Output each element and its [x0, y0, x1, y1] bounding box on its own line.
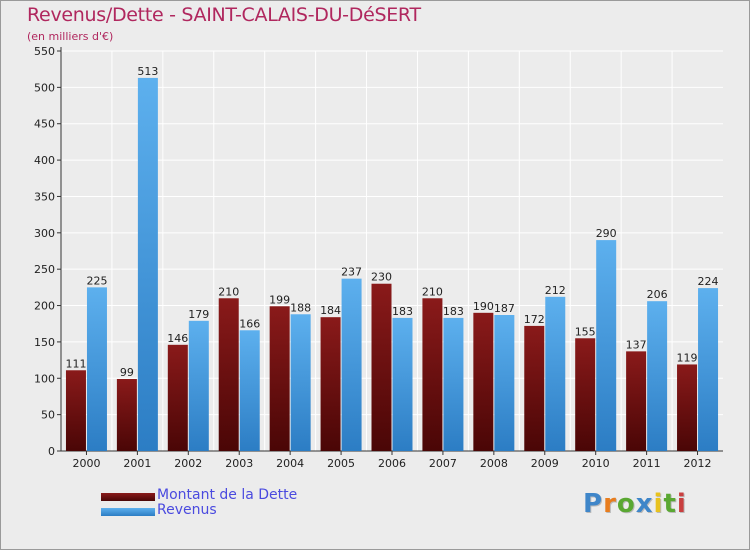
bar-dette-2005 — [320, 317, 341, 451]
value-label-revenus-2009: 212 — [545, 284, 566, 297]
x-tick-label-2003: 2003 — [225, 457, 253, 470]
chart-subtitle: (en milliers d'€) — [27, 30, 114, 43]
y-tick-label: 450 — [34, 118, 55, 131]
legend-swatch-revenus — [101, 508, 155, 516]
logo-letter: x — [635, 489, 654, 519]
logo-letter: i — [676, 489, 687, 519]
y-tick-label: 100 — [34, 372, 55, 385]
bar-dette-2003 — [218, 298, 239, 451]
value-label-dette-2002: 146 — [167, 332, 188, 345]
bar-dette-2000 — [65, 370, 86, 451]
value-label-dette-2012: 119 — [677, 351, 698, 364]
x-tick-label-2010: 2010 — [582, 457, 610, 470]
bar-revenus-2003 — [239, 330, 260, 451]
bar-revenus-2012 — [698, 288, 719, 451]
value-label-revenus-2001: 513 — [137, 65, 158, 78]
y-tick-label: 550 — [34, 45, 55, 58]
bar-revenus-2009 — [545, 296, 566, 451]
legend-label-dette: Montant de la Dette — [157, 487, 298, 503]
bar-revenus-2007 — [443, 317, 464, 451]
bar-dette-2004 — [269, 306, 290, 451]
y-tick-label: 250 — [34, 263, 55, 276]
x-tick-label-2001: 2001 — [123, 457, 151, 470]
value-label-dette-2003: 210 — [218, 285, 239, 298]
bar-dette-2006 — [371, 283, 392, 451]
value-label-dette-2006: 230 — [371, 271, 392, 284]
x-tick-label-2007: 2007 — [429, 457, 457, 470]
value-label-revenus-2012: 224 — [698, 275, 719, 288]
legend-label-revenus: Revenus — [157, 502, 217, 518]
value-label-revenus-2004: 188 — [290, 301, 311, 314]
grid-lines — [61, 50, 723, 451]
value-label-dette-2008: 190 — [473, 300, 494, 313]
y-tick-label: 400 — [34, 154, 55, 167]
logo-letter: i — [653, 489, 664, 519]
value-label-dette-2007: 210 — [422, 285, 443, 298]
legend-swatch-dette — [101, 493, 155, 501]
value-label-revenus-2006: 183 — [392, 305, 413, 318]
value-label-dette-2011: 137 — [626, 338, 647, 351]
x-tick-label-2006: 2006 — [378, 457, 406, 470]
y-tick-label: 300 — [34, 227, 55, 240]
bar-revenus-2001 — [137, 77, 158, 451]
bar-revenus-2006 — [392, 317, 413, 451]
value-label-dette-2001: 99 — [120, 366, 134, 379]
bar-dette-2011 — [626, 351, 647, 451]
proxiti-logo: Proxiti — [583, 489, 687, 519]
bar-revenus-2008 — [494, 315, 515, 451]
x-tick-label-2004: 2004 — [276, 457, 304, 470]
bar-dette-2008 — [473, 312, 494, 451]
value-label-revenus-2002: 179 — [188, 308, 209, 321]
value-label-revenus-2007: 183 — [443, 305, 464, 318]
logo-letter: r — [603, 489, 617, 519]
bar-revenus-2010 — [596, 240, 617, 451]
y-tick-label: 200 — [34, 300, 55, 313]
x-tick-label-2012: 2012 — [684, 457, 712, 470]
y-tick-label: 50 — [41, 409, 55, 422]
x-tick-label-2008: 2008 — [480, 457, 508, 470]
x-tick-label-2005: 2005 — [327, 457, 355, 470]
y-tick-label: 350 — [34, 190, 55, 203]
bar-dette-2007 — [422, 298, 443, 451]
y-tick-label: 150 — [34, 336, 55, 349]
bar-revenus-2000 — [86, 287, 107, 451]
y-tick-label: 0 — [48, 445, 55, 458]
logo-letter: t — [663, 489, 677, 519]
chart-title: Revenus/Dette - SAINT-CALAIS-DU-DéSERT — [27, 4, 421, 26]
value-label-dette-2010: 155 — [575, 325, 596, 338]
bar-revenus-2005 — [341, 278, 362, 451]
y-tick-label: 500 — [34, 81, 55, 94]
value-label-revenus-2005: 237 — [341, 266, 362, 279]
logo-letter: o — [616, 489, 636, 519]
value-label-dette-2000: 111 — [65, 357, 86, 370]
bar-revenus-2004 — [290, 314, 311, 451]
bar-dette-2001 — [116, 379, 137, 451]
x-tick-label-2011: 2011 — [633, 457, 661, 470]
value-label-revenus-2008: 187 — [494, 302, 515, 315]
bar-dette-2012 — [677, 364, 698, 451]
x-tick-label-2009: 2009 — [531, 457, 559, 470]
x-tick-label-2002: 2002 — [174, 457, 202, 470]
value-label-dette-2005: 184 — [320, 304, 341, 317]
tick-labels: 0 50 100 150 200 250 300 350 400 450 500 550 2000 200… — [34, 45, 712, 470]
x-tick-label-2000: 2000 — [72, 457, 100, 470]
value-label-revenus-2003: 166 — [239, 317, 260, 330]
bar-dette-2009 — [524, 325, 545, 451]
bar-dette-2010 — [575, 338, 596, 451]
bar-revenus-2002 — [188, 320, 209, 451]
value-label-revenus-2011: 206 — [647, 288, 668, 301]
value-label-dette-2009: 172 — [524, 313, 545, 326]
value-label-dette-2004: 199 — [269, 293, 290, 306]
value-label-revenus-2000: 225 — [86, 274, 107, 287]
bars — [65, 77, 719, 451]
value-label-revenus-2010: 290 — [596, 227, 617, 240]
logo-letter: P — [583, 489, 604, 519]
bar-revenus-2011 — [647, 301, 668, 451]
bar-dette-2002 — [167, 344, 188, 451]
